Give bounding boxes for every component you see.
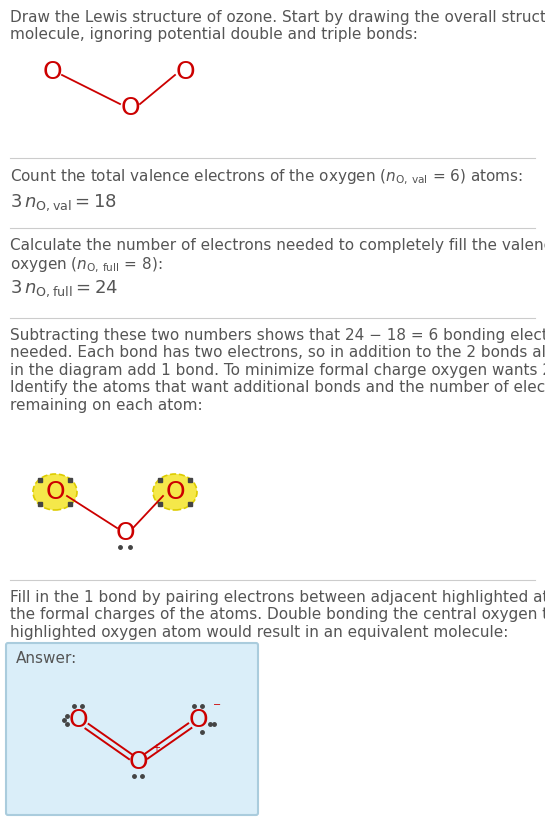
Text: O: O — [188, 708, 208, 732]
Text: Calculate the number of electrons needed to completely fill the valence shells f: Calculate the number of electrons needed… — [10, 238, 545, 275]
Text: Draw the Lewis structure of ozone. Start by drawing the overall structure of the: Draw the Lewis structure of ozone. Start… — [10, 10, 545, 42]
Text: Count the total valence electrons of the oxygen ($n_\mathrm{O,\,val}$ = 6) atoms: Count the total valence electrons of the… — [10, 168, 523, 187]
Text: O: O — [68, 708, 88, 732]
Text: $^-$: $^-$ — [210, 701, 221, 715]
Text: Fill in the 1 bond by pairing electrons between adjacent highlighted atoms, noti: Fill in the 1 bond by pairing electrons … — [10, 590, 545, 639]
Text: O: O — [42, 60, 62, 84]
Ellipse shape — [33, 474, 77, 510]
Text: $3\,n_\mathrm{O,full} = 24$: $3\,n_\mathrm{O,full} = 24$ — [10, 278, 118, 298]
Text: O: O — [120, 96, 140, 120]
Text: O: O — [128, 750, 148, 774]
Text: Subtracting these two numbers shows that 24 − 18 = 6 bonding electrons are
neede: Subtracting these two numbers shows that… — [10, 328, 545, 413]
Text: Answer:: Answer: — [16, 651, 77, 666]
Text: $3\,n_\mathrm{O,val} = 18$: $3\,n_\mathrm{O,val} = 18$ — [10, 192, 117, 213]
FancyBboxPatch shape — [6, 643, 258, 815]
Text: O: O — [115, 521, 135, 545]
Text: O: O — [175, 60, 195, 84]
Text: $^+$: $^+$ — [150, 743, 161, 757]
Ellipse shape — [153, 474, 197, 510]
Text: O: O — [45, 480, 65, 504]
Text: O: O — [165, 480, 185, 504]
